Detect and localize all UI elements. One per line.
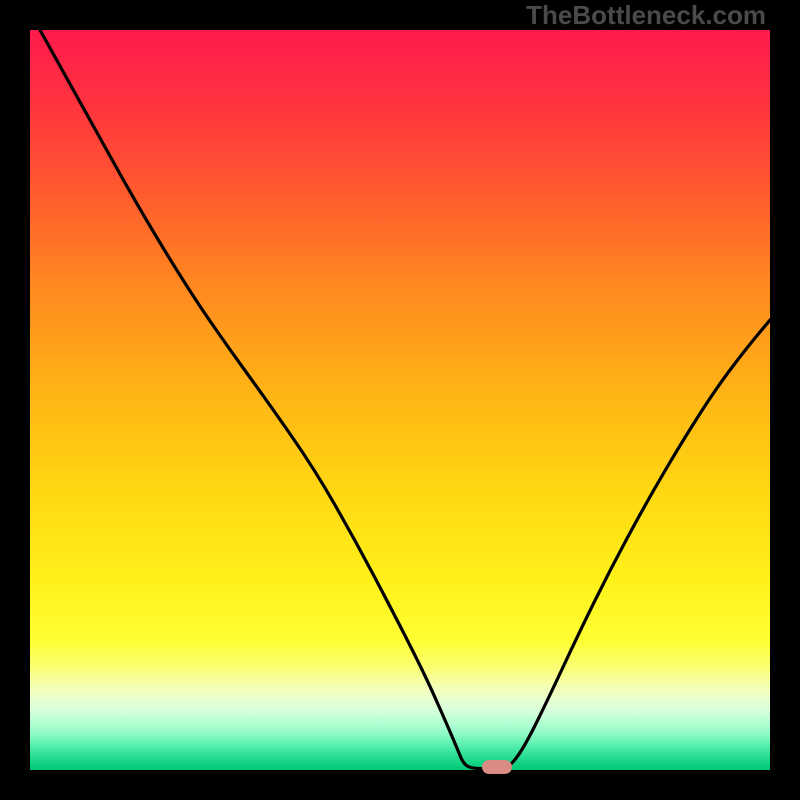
chart-frame: TheBottleneck.com — [0, 0, 800, 800]
bottleneck-gradient — [30, 30, 770, 770]
optimal-point-marker — [482, 760, 512, 774]
plot-area — [30, 30, 770, 770]
watermark-text: TheBottleneck.com — [526, 0, 766, 31]
